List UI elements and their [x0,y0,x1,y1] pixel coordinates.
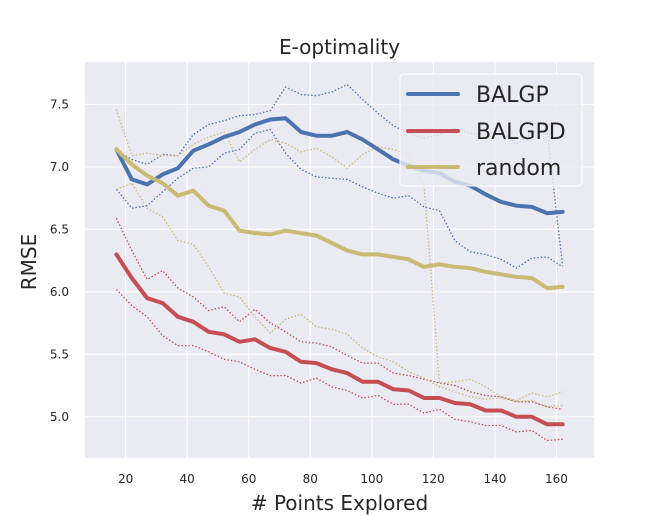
y-tick-label: 7.0 [50,160,69,174]
x-tick-label: 80 [303,472,318,486]
x-tick-label: 40 [180,472,195,486]
balgp-mean-line [114,116,565,216]
x-axis-title: # Points Explored [251,491,428,515]
balgpd-lower-bound-line [115,288,563,442]
y-tick-label: 5.5 [50,347,69,361]
y-tick-label: 7.5 [50,97,69,111]
x-tick-label: 20 [118,472,133,486]
x-tick-label: 140 [483,472,506,486]
x-tick-labels: 20 40 60 80 100 120 140 160 [118,472,568,486]
random-mean-line [114,147,565,291]
random-lower-bound-line [116,182,563,408]
y-tick-labels: 5.0 5.5 6.0 6.5 7.0 7.5 [50,97,69,423]
legend: BALGP BALGPD random [399,73,583,187]
y-tick-label: 5.0 [50,410,69,424]
x-tick-label: 100 [360,472,383,486]
balgp-lower-bound-line [115,128,563,269]
series-lines [114,116,565,427]
balgpd-upper-bound-line [115,217,563,410]
x-tick-label: 60 [241,472,256,486]
x-tick-label: 160 [545,472,568,486]
legend-label-balgp: BALGP [476,83,549,108]
x-tick-label: 120 [422,472,445,486]
legend-label-balgpd: BALGPD [476,120,566,145]
balgpd-mean-line [114,252,565,427]
y-tick-label: 6.5 [50,222,69,236]
random-upper-bound-line [115,109,563,402]
legend-label-random: random [476,156,561,181]
legend-box [399,73,583,187]
y-axis-title: RMSE [17,234,41,290]
y-tick-label: 6.0 [50,285,69,299]
chart-title: E-optimality [279,35,400,59]
